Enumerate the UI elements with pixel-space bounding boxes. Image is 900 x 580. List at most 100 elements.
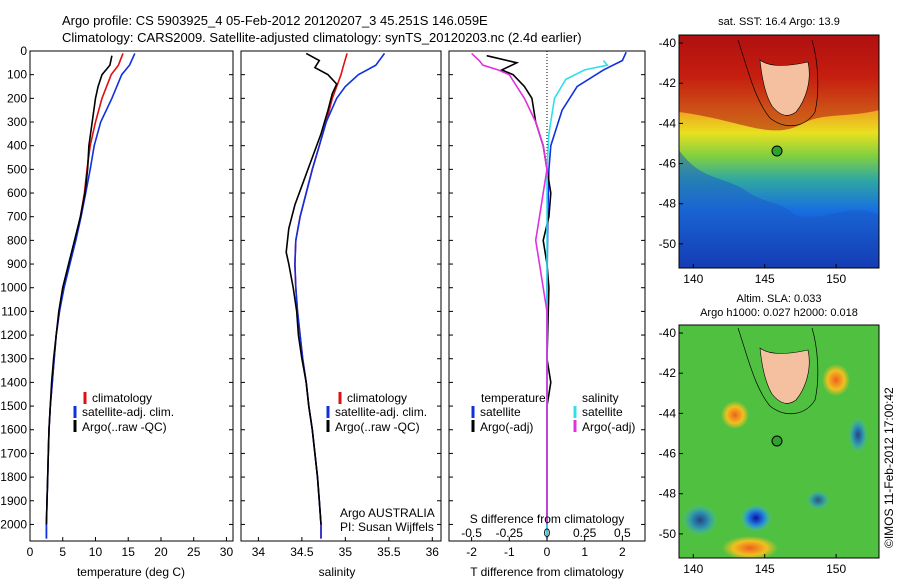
sla-anomaly-warm-3	[722, 536, 778, 558]
sla-anomaly-cold-1	[740, 504, 772, 532]
sla-map-xtick-label: 140	[683, 562, 703, 576]
legend-label-climatology: climatology	[347, 391, 407, 405]
salinity-xtick-label: 35	[339, 545, 353, 559]
depth-tick-label: 1600	[0, 423, 27, 437]
legend-label-climatology: climatology	[92, 391, 152, 405]
salinity-xtick-label: 34	[252, 545, 266, 559]
sst-map-xtick-label: 140	[683, 272, 703, 286]
temperature-xtick-label: 15	[122, 545, 136, 559]
depth-tick-label: 600	[7, 186, 27, 200]
depth-tick-label: 0	[20, 44, 27, 58]
depth-tick-label: 800	[7, 233, 27, 247]
depth-tick-label: 1100	[1, 304, 27, 318]
sst-map-title: sat. SST: 16.4 Argo: 13.9	[718, 16, 840, 28]
depth-tick-label: 1800	[0, 470, 27, 484]
legend-label-t-satellite: satellite	[480, 405, 521, 419]
sla-map-xtick-label: 150	[826, 562, 846, 576]
depth-tick-label: 300	[7, 115, 27, 129]
sla-map-ytick-label: -42	[659, 366, 677, 380]
salinity-xtick-label: 34.5	[290, 545, 314, 559]
salinity-x-label: salinity	[319, 565, 356, 579]
difference-legend: temperature salinity satellite Argo(-adj…	[471, 391, 635, 434]
sst-map-xtick-label: 150	[826, 272, 846, 286]
depth-tick-label: 400	[7, 139, 27, 153]
temperature-legend: climatology satellite-adj. clim. Argo(..…	[73, 391, 174, 434]
salinity-legend: climatology satellite-adj. clim. Argo(..…	[326, 391, 435, 534]
legend-label-argo: Argo(..raw -QC)	[82, 420, 167, 434]
salinity-xtick-label: 35.5	[377, 545, 401, 559]
sla-shelf-contour	[737, 327, 819, 414]
difference-s-tick-label: 0.25	[573, 526, 597, 540]
difference-series-2	[546, 59, 609, 539]
depth-tick-label: 900	[7, 257, 27, 271]
temperature-xtick-label: 0	[27, 545, 34, 559]
legend-label-satellite: satellite-adj. clim.	[82, 405, 174, 419]
temperature-xtick-label: 25	[187, 545, 201, 559]
difference-xtick-label: 1	[581, 545, 588, 559]
imos-side-label: ©IMOS 11-Feb-2012 17:00:42	[882, 387, 896, 548]
salinity-axes-frame	[240, 50, 442, 542]
sst-map-ytick-label: -44	[659, 116, 677, 130]
difference-series-3	[471, 52, 548, 525]
depth-tick-label: 1000	[0, 281, 27, 295]
salinity-panel: 34 34.5 35 35.5 36 salinity climatology sate…	[240, 50, 442, 579]
temperature-x-label: temperature (deg C)	[77, 565, 185, 579]
temperature-xtick-label: 20	[154, 545, 168, 559]
difference-s-tick-label: -0.25	[496, 526, 524, 540]
legend-label-satellite: satellite-adj. clim.	[335, 405, 427, 419]
sst-map-xtick-label: 145	[755, 272, 775, 286]
sla-profile-marker	[771, 435, 783, 447]
sla-map-xtick-label: 145	[755, 562, 775, 576]
sst-map-ytick-label: -40	[659, 36, 677, 50]
depth-tick-label: 700	[7, 210, 27, 224]
sla-map-title: Altim. SLA: 0.033	[737, 293, 822, 305]
sst-map-ytick-label: -42	[659, 76, 677, 90]
difference-s-tick-label: 0	[544, 526, 551, 540]
sla-anomaly-cold-4	[806, 490, 830, 510]
depth-tick-label: 1700	[0, 446, 27, 460]
salinity-series-2	[285, 52, 338, 525]
difference-xtick-label: -2	[466, 545, 477, 559]
temperature-panel: 0 5 10 15 20 25 300100200300400500600700800900…	[0, 44, 234, 579]
sla-map-ytick-label: -46	[659, 447, 677, 461]
argo-credit-line1: Argo AUSTRALIA	[340, 506, 435, 520]
sst-cool-pool	[679, 150, 879, 268]
sst-profile-marker	[771, 145, 783, 157]
legend-label-argo: Argo(..raw -QC)	[335, 420, 420, 434]
legend-header-salinity: salinity	[582, 391, 619, 405]
sla-anomaly-cold-2	[682, 504, 718, 536]
difference-s-tick-label: -0.5	[461, 526, 482, 540]
sla-map	[679, 325, 879, 558]
sst-map-ytick-label: -50	[659, 237, 677, 251]
temperature-series-2	[45, 55, 113, 525]
legend-label-s-argo: Argo(-adj)	[582, 420, 635, 434]
depth-tick-label: 2000	[0, 517, 27, 531]
sla-map-ytick-label: -40	[659, 326, 677, 340]
depth-tick-label: 1300	[0, 352, 27, 366]
sla-map-ytick-label: -48	[659, 487, 677, 501]
difference-panel: -2 -1 0 1 2 -0.5 -0.25 0 0.25 0.5 S difference fr…	[448, 50, 646, 579]
sla-anomaly-cold-3	[848, 417, 868, 453]
difference-s-tick-label: 0.5	[614, 526, 631, 540]
temperature-xtick-label: 5	[59, 545, 66, 559]
sla-map-ytick-label: -44	[659, 406, 677, 420]
s-difference-label: S difference from climatology	[470, 512, 625, 526]
depth-tick-label: 1200	[0, 328, 27, 342]
sla-map-ytick-label: -50	[659, 527, 677, 541]
difference-xtick-label: 0	[544, 545, 551, 559]
tasmania-land	[759, 59, 810, 116]
sla-anomaly-warm-1	[822, 364, 850, 396]
legend-header-temperature: temperature	[481, 391, 546, 405]
depth-tick-label: 1400	[0, 375, 27, 389]
sla-anomaly-warm-2	[721, 401, 749, 429]
argo-credit-line2: PI: Susan Wijffels	[340, 520, 434, 534]
legend-label-s-satellite: satellite	[582, 405, 623, 419]
difference-xtick-label: -1	[504, 545, 515, 559]
plot-title-line2: Climatology: CARS2009. Satellite-adjuste…	[62, 30, 582, 45]
temperature-xtick-label: 30	[220, 545, 234, 559]
sst-map-ytick-label: -48	[659, 197, 677, 211]
sst-map-frame	[678, 34, 880, 269]
sst-map	[679, 35, 879, 268]
sla-map-subtitle: Argo h1000: 0.027 h2000: 0.018	[700, 307, 858, 319]
depth-tick-label: 100	[7, 68, 27, 82]
